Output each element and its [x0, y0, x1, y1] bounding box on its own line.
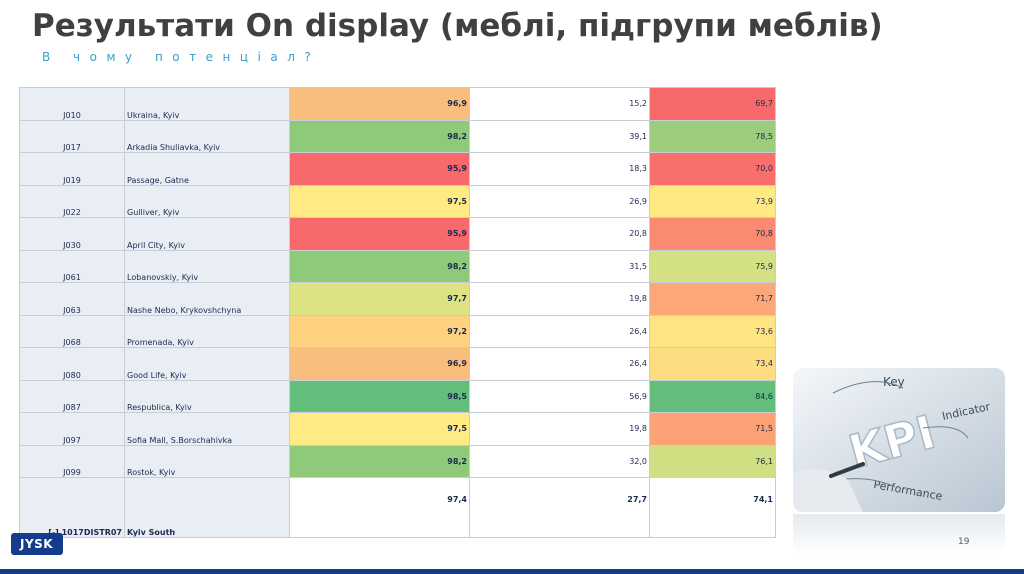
value-2: 56,9: [469, 379, 650, 413]
slide-title: Результати On display (меблі, підгрупи м…: [32, 8, 883, 44]
total-value-2: 27,7: [469, 477, 650, 538]
store-code: J061: [19, 249, 125, 283]
table-row: J099 Rostok, Kyiv 98,2 32,0 76,1: [19, 444, 776, 478]
value-3: 71,7: [649, 282, 776, 316]
store-name: Gulliver, Kyiv: [124, 184, 290, 218]
kpi-illustration-reflection: [793, 514, 1005, 554]
store-code: J080: [19, 347, 125, 381]
value-3: 70,8: [649, 217, 776, 251]
value-1: 97,5: [289, 184, 470, 218]
value-2: 19,8: [469, 412, 650, 446]
total-row: [-] 1017DISTR07 Kyiv South 97,4 27,7 74,1: [19, 477, 776, 538]
value-1: 97,7: [289, 282, 470, 316]
store-name: Lobanovskiy, Kyiv: [124, 249, 290, 283]
store-code: J087: [19, 379, 125, 413]
total-code: [-] 1017DISTR07: [19, 477, 125, 538]
value-3: 71,5: [649, 412, 776, 446]
value-3: 84,6: [649, 379, 776, 413]
store-name: Good Life, Kyiv: [124, 347, 290, 381]
value-3: 78,5: [649, 119, 776, 153]
total-value-3: 74,1: [649, 477, 776, 538]
table-row: J063 Nashe Nebo, Krykovshchyna 97,7 19,8 71,…: [19, 282, 776, 316]
value-1: 97,2: [289, 314, 470, 348]
value-1: 98,2: [289, 249, 470, 283]
store-name: Rostok, Kyiv: [124, 444, 290, 478]
value-2: 18,3: [469, 152, 650, 186]
value-1: 95,9: [289, 152, 470, 186]
value-2: 39,1: [469, 119, 650, 153]
value-2: 20,8: [469, 217, 650, 251]
table-row: J097 Sofia Mall, S.Borschahivka 97,5 19,8 71…: [19, 412, 776, 446]
value-3: 69,7: [649, 87, 776, 121]
page-number: 19: [958, 537, 970, 547]
value-2: 15,2: [469, 87, 650, 121]
value-3: 73,6: [649, 314, 776, 348]
slide-subtitle: В чому потенціал?: [42, 50, 321, 64]
store-name: Arkadia Shuliavka, Kyiv: [124, 119, 290, 153]
store-name: Sofia Mall, S.Borschahivka: [124, 412, 290, 446]
value-3: 70,0: [649, 152, 776, 186]
store-code: J097: [19, 412, 125, 446]
store-name: Nashe Nebo, Krykovshchyna: [124, 282, 290, 316]
store-code: J019: [19, 152, 125, 186]
store-name: Passage, Gatne: [124, 152, 290, 186]
store-name: April City, Kyiv: [124, 217, 290, 251]
table-row: J030 April City, Kyiv 95,9 20,8 70,8: [19, 217, 776, 251]
store-code: J063: [19, 282, 125, 316]
value-1: 96,9: [289, 87, 470, 121]
value-3: 75,9: [649, 249, 776, 283]
value-2: 26,4: [469, 314, 650, 348]
table-row: J087 Respublica, Kyiv 98,5 56,9 84,6: [19, 379, 776, 413]
value-1: 98,2: [289, 119, 470, 153]
store-code: J010: [19, 87, 125, 121]
total-value-1: 97,4: [289, 477, 470, 538]
value-3: 76,1: [649, 444, 776, 478]
value-3: 73,4: [649, 347, 776, 381]
store-code: J030: [19, 217, 125, 251]
kpi-illustration: KPI Key Indicator Performance: [793, 368, 1005, 512]
value-2: 31,5: [469, 249, 650, 283]
table-row: J022 Gulliver, Kyiv 97,5 26,9 73,9: [19, 184, 776, 218]
value-2: 26,9: [469, 184, 650, 218]
results-table: J010 Ukraina, Kyiv 96,9 15,2 69,7 J017 Arkadia…: [19, 87, 776, 538]
value-3: 73,9: [649, 184, 776, 218]
store-name: Promenada, Kyiv: [124, 314, 290, 348]
value-2: 19,8: [469, 282, 650, 316]
store-name: Ukraina, Kyiv: [124, 87, 290, 121]
footer-bar: [0, 569, 1024, 574]
value-1: 97,5: [289, 412, 470, 446]
table-row: J019 Passage, Gatne 95,9 18,3 70,0: [19, 152, 776, 186]
kpi-word: Key: [883, 375, 905, 389]
table-row: J068 Promenada, Kyiv 97,2 26,4 73,6: [19, 314, 776, 348]
store-code: J068: [19, 314, 125, 348]
table-row: J080 Good Life, Kyiv 96,9 26,4 73,4: [19, 347, 776, 381]
store-code: J017: [19, 119, 125, 153]
table-row: J010 Ukraina, Kyiv 96,9 15,2 69,7: [19, 87, 776, 121]
store-code: J022: [19, 184, 125, 218]
value-1: 98,2: [289, 444, 470, 478]
value-2: 26,4: [469, 347, 650, 381]
jysk-logo: JYSK: [11, 533, 63, 555]
total-name: Kyiv South: [124, 477, 290, 538]
value-1: 95,9: [289, 217, 470, 251]
store-name: Respublica, Kyiv: [124, 379, 290, 413]
value-1: 96,9: [289, 347, 470, 381]
table-row: J061 Lobanovskiy, Kyiv 98,2 31,5 75,9: [19, 249, 776, 283]
table-row: J017 Arkadia Shuliavka, Kyiv 98,2 39,1 78,5: [19, 119, 776, 153]
value-2: 32,0: [469, 444, 650, 478]
store-code: J099: [19, 444, 125, 478]
value-1: 98,5: [289, 379, 470, 413]
